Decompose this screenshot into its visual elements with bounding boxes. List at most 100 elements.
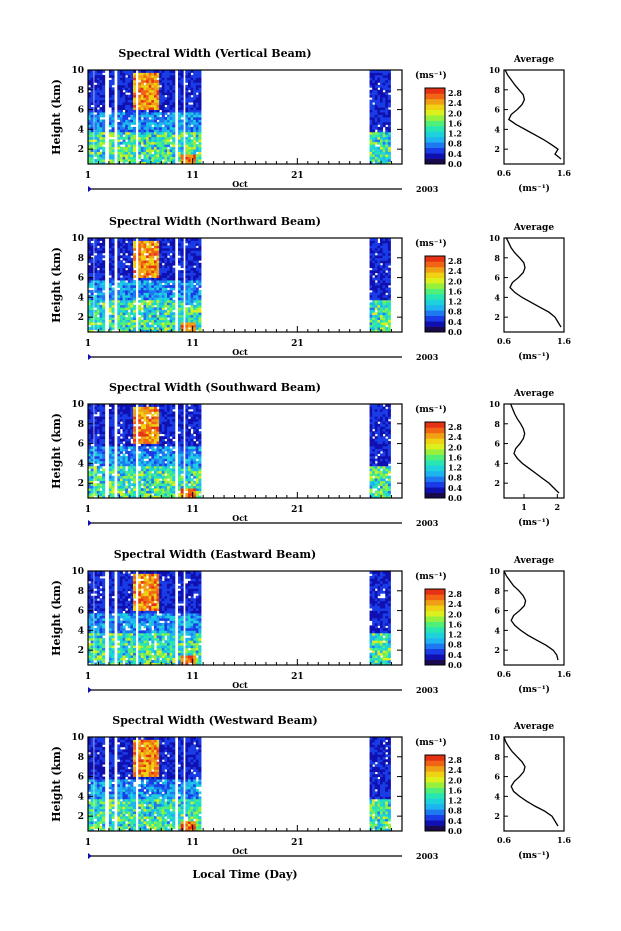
heatmap-cell: [385, 141, 389, 145]
heatmap-cell: [148, 156, 152, 160]
heatmap-cell: [374, 475, 378, 479]
heatmap-cell: [111, 416, 115, 420]
heatmap-cell: [164, 87, 168, 91]
heatmap-cell: [127, 490, 131, 494]
heatmap-cell: [102, 406, 106, 410]
heatmap-cell: [146, 423, 150, 427]
heatmap-cell: [153, 260, 157, 264]
heatmap-cell: [187, 418, 191, 422]
heatmap-cell: [130, 87, 134, 91]
heatmap-cell: [99, 92, 103, 96]
heatmap-cell: [161, 139, 165, 143]
heatmap-cell: [369, 242, 373, 246]
heatmap-cell: [382, 458, 386, 462]
heatmap-cell: [377, 72, 381, 76]
heatmap-cell: [117, 129, 121, 133]
heatmap-cell: [108, 280, 112, 283]
heatmap-cell: [108, 292, 112, 296]
heatmap-cell: [151, 94, 155, 98]
heatmap-cell: [153, 478, 157, 482]
average-profile-line: [504, 69, 562, 160]
heatmap-cell: [90, 304, 94, 308]
heatmap-cell: [88, 428, 92, 432]
heatmap-cell: [178, 416, 182, 420]
heatmap-cell: [88, 154, 92, 157]
heatmap-cell: [140, 74, 144, 78]
heatmap-cell: [385, 144, 389, 148]
heatmap-cell: [108, 139, 112, 143]
heatmap-cell: [130, 242, 134, 246]
heatmap-cell: [122, 448, 126, 452]
heatmap-cell: [130, 245, 134, 249]
heatmap-cell: [380, 448, 384, 452]
heatmap-cell: [372, 262, 376, 266]
heatmap-cell: [108, 267, 112, 271]
heatmap-cell: [369, 411, 373, 415]
heatmap-cell: [167, 247, 171, 251]
heatmap-cell: [178, 104, 182, 108]
heatmap-cell: [385, 319, 389, 323]
heatmap-cell: [387, 490, 391, 494]
heatmap-cell: [380, 490, 384, 494]
heatmap-cell: [369, 94, 373, 98]
heatmap-cell: [111, 297, 115, 301]
heatmap-cell: [125, 247, 129, 251]
heatmap-cell: [180, 289, 184, 293]
heatmap-cell: [178, 92, 182, 96]
heatmap-cell: [156, 275, 160, 278]
heatmap-cell: [369, 89, 373, 93]
heatmap-cell: [195, 87, 199, 91]
heatmap-cell: [96, 426, 100, 430]
heatmap-cell: [185, 470, 189, 474]
heatmap-cell: [127, 141, 131, 145]
heatmap-cell: [193, 131, 197, 135]
heatmap-cell: [385, 421, 389, 425]
heatmap-cell: [377, 463, 381, 467]
heatmap-cell: [172, 72, 176, 76]
heatmap-cell: [159, 119, 163, 123]
heatmap-cell: [130, 453, 134, 457]
heatmap-cell: [122, 443, 126, 447]
heatmap-cell: [153, 475, 157, 479]
heatmap-cell: [122, 102, 126, 106]
heatmap-cell: [151, 262, 155, 266]
heatmap-cell: [159, 485, 163, 489]
heatmap-cell: [119, 287, 123, 291]
heatmap-cell: [111, 109, 115, 113]
heatmap-cell: [148, 451, 152, 454]
heatmap-cell: [180, 72, 184, 76]
heatmap-cell: [153, 107, 157, 110]
heatmap-cell: [180, 483, 184, 487]
heatmap-cell: [117, 102, 121, 106]
heatmap-cell: [185, 443, 189, 447]
heatmap-cell: [172, 131, 176, 135]
heatmap-cell: [387, 423, 391, 427]
heatmap-cell: [372, 146, 376, 150]
heatmap-cell: [369, 304, 373, 308]
heatmap-cell: [369, 485, 373, 489]
heatmap-cell: [108, 455, 112, 459]
heatmap-cell: [130, 139, 134, 143]
heatmap-cell: [161, 468, 165, 472]
heatmap-cell: [151, 289, 155, 293]
heatmap-cell: [169, 322, 173, 325]
heatmap-cell: [198, 149, 202, 153]
heatmap-cell: [90, 428, 94, 432]
heatmap-cell: [185, 446, 189, 449]
heatmap-cell: [96, 262, 100, 266]
heatmap-cell: [133, 446, 137, 449]
heatmap-cell: [369, 107, 373, 110]
heatmap-cell: [193, 470, 197, 474]
heatmap-cell: [377, 322, 381, 325]
heatmap-cell: [198, 129, 202, 133]
heatmap-cell: [153, 322, 157, 325]
heatmap-cell: [133, 426, 137, 430]
heatmap-cell: [172, 257, 176, 261]
heatmap-cell: [187, 159, 191, 162]
heatmap-cell: [133, 77, 137, 81]
heatmap-cell: [90, 77, 94, 81]
heatmap-cell: [369, 247, 373, 251]
heatmap-cell: [167, 470, 171, 474]
heatmap-cell: [119, 72, 123, 76]
heatmap-cell: [146, 294, 150, 298]
